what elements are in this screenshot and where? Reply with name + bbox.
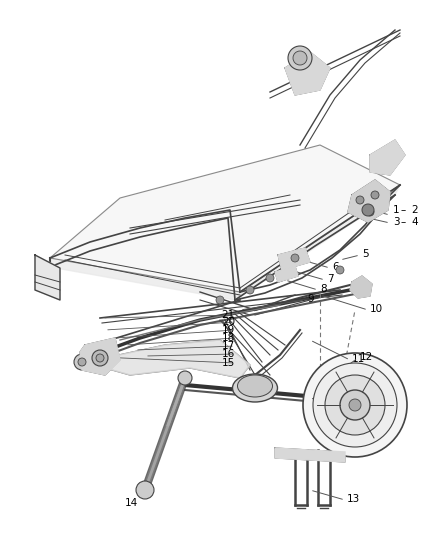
Text: 14: 14 (125, 498, 138, 508)
Circle shape (362, 204, 374, 216)
Text: 6: 6 (332, 262, 339, 272)
Circle shape (92, 350, 108, 366)
Polygon shape (348, 180, 390, 222)
Text: 5: 5 (354, 372, 360, 382)
Circle shape (291, 254, 299, 262)
Text: 7: 7 (327, 274, 334, 284)
Polygon shape (80, 338, 120, 375)
Circle shape (325, 375, 385, 435)
Text: 21: 21 (222, 310, 235, 320)
Text: 1: 1 (393, 205, 399, 215)
Circle shape (313, 363, 397, 447)
Polygon shape (370, 140, 405, 175)
Polygon shape (50, 145, 400, 292)
Circle shape (303, 353, 407, 457)
Circle shape (246, 286, 254, 294)
Polygon shape (275, 448, 345, 462)
Text: 12: 12 (360, 352, 373, 362)
Text: 2: 2 (411, 205, 417, 215)
Text: 18: 18 (222, 333, 235, 343)
Circle shape (371, 191, 379, 199)
Circle shape (178, 371, 192, 385)
Polygon shape (285, 52, 330, 95)
Ellipse shape (233, 374, 278, 402)
Polygon shape (105, 340, 250, 378)
Text: –: – (400, 217, 406, 227)
Ellipse shape (237, 375, 272, 397)
Circle shape (356, 196, 364, 204)
Circle shape (366, 208, 374, 216)
Text: 19: 19 (222, 325, 235, 335)
Circle shape (216, 296, 224, 304)
Text: 17: 17 (222, 341, 235, 351)
Text: 13: 13 (347, 494, 360, 504)
Circle shape (293, 51, 307, 65)
Text: 4: 4 (411, 217, 417, 227)
Circle shape (349, 399, 361, 411)
Text: –: – (400, 205, 406, 215)
Text: 20: 20 (222, 317, 235, 327)
Polygon shape (35, 255, 60, 300)
Polygon shape (235, 185, 400, 300)
Circle shape (336, 266, 344, 274)
Polygon shape (50, 258, 240, 300)
Circle shape (288, 46, 312, 70)
Text: 16: 16 (222, 349, 235, 359)
Polygon shape (278, 248, 310, 270)
Text: 15: 15 (222, 358, 235, 368)
Circle shape (96, 354, 104, 362)
Text: 11: 11 (352, 354, 365, 364)
Text: 9: 9 (307, 294, 314, 304)
Circle shape (78, 358, 86, 366)
Polygon shape (350, 276, 372, 298)
Polygon shape (275, 266, 298, 282)
Text: 3: 3 (393, 217, 399, 227)
Circle shape (74, 354, 90, 370)
Circle shape (340, 390, 370, 420)
Text: 10: 10 (370, 304, 383, 314)
Circle shape (136, 481, 154, 499)
Circle shape (266, 274, 274, 282)
Text: 5: 5 (362, 249, 369, 259)
Text: 8: 8 (320, 284, 327, 294)
